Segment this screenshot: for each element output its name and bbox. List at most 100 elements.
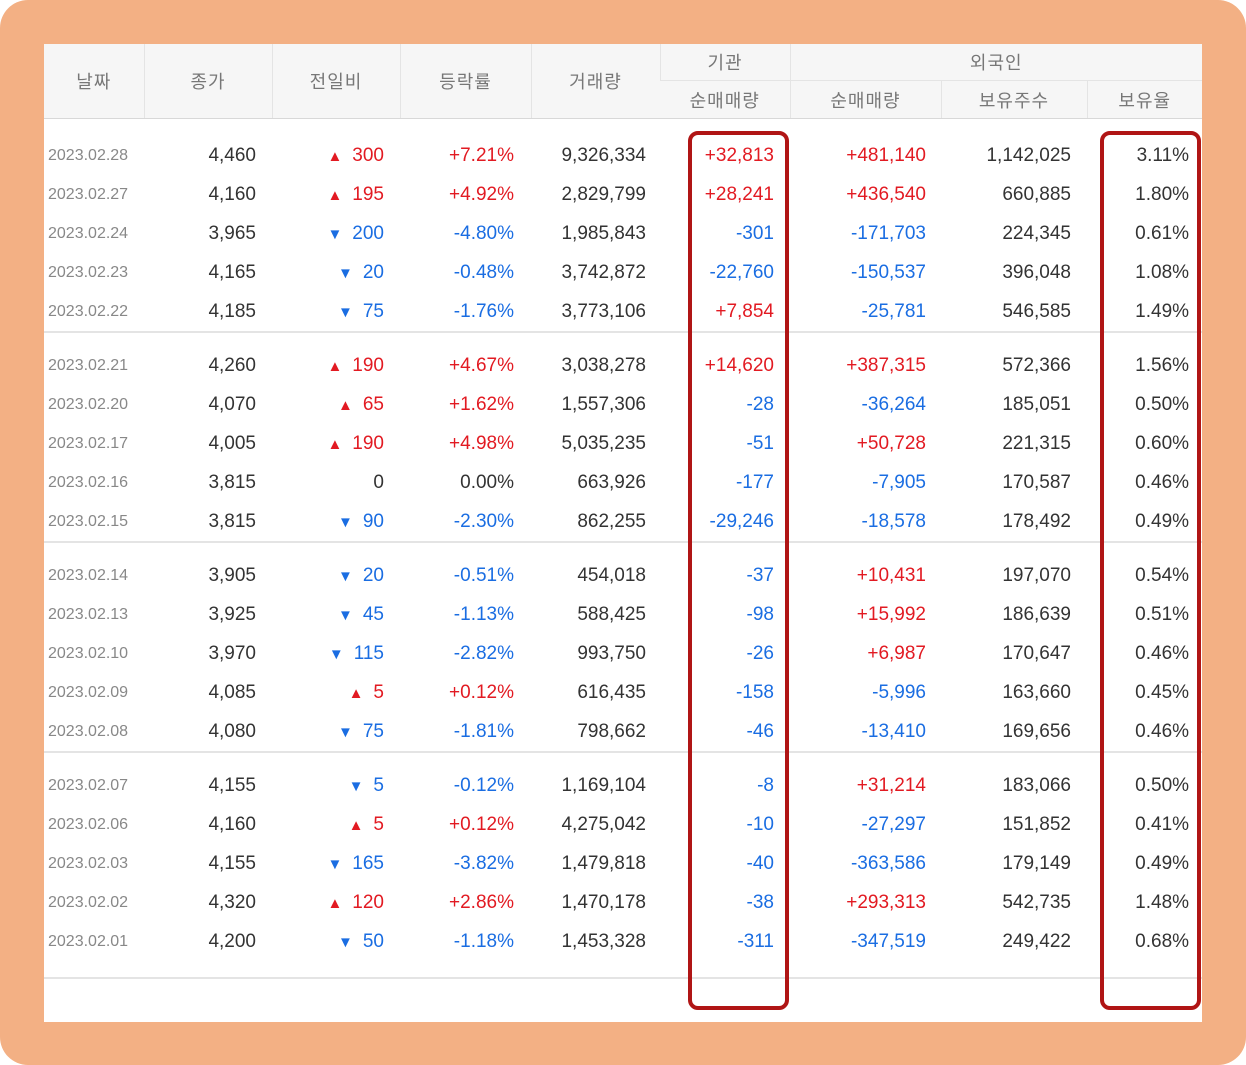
cell-rate: +4.92% (449, 183, 514, 205)
cell-rate: -4.80% (453, 222, 514, 244)
up-triangle-icon: ▲ (327, 186, 343, 204)
cell-foreign-ratio: 0.51% (1135, 603, 1190, 625)
cell-close: 3,965 (208, 222, 256, 244)
cell-diff: ▼ 50 (272, 922, 400, 961)
cell-close: 4,260 (208, 354, 256, 376)
cell-volume: 1,470,178 (561, 891, 646, 913)
header-foreign-hold[interactable]: 보유주수 (940, 80, 1087, 119)
cell-foreign-net: -150,537 (850, 261, 926, 283)
table-row: 2023.02.21 4,260 ▲ 190 +4.67% 3,038,278 +14,62… (44, 346, 1202, 385)
cell-close: 3,815 (208, 510, 256, 532)
cell-foreign-net: -363,586 (850, 852, 926, 874)
down-triangle-icon: ▼ (328, 645, 344, 663)
cell-foreign-hold: 572,366 (1002, 354, 1071, 376)
cell-date: 2023.02.21 (48, 356, 129, 374)
cell-volume: 588,425 (577, 603, 646, 625)
cell-foreign-hold: 186,639 (1002, 603, 1071, 625)
cell-foreign-net: -5,996 (872, 681, 926, 703)
cell-close: 3,905 (208, 564, 256, 586)
header-foreign-net[interactable]: 순매매량 (789, 80, 941, 119)
cell-date: 2023.02.16 (48, 473, 129, 491)
cell-inst-net: -98 (746, 603, 774, 625)
cell-close: 4,160 (208, 813, 256, 835)
cell-volume: 1,169,104 (561, 774, 646, 796)
header-diff[interactable]: 전일비 (271, 44, 400, 119)
diff-value: 165 (352, 852, 384, 874)
cell-foreign-net: +293,313 (846, 891, 926, 913)
down-triangle-icon: ▼ (338, 933, 353, 951)
header-date[interactable]: 날짜 (44, 44, 144, 119)
diff-value: 195 (352, 183, 384, 205)
cell-foreign-net: +6,987 (867, 642, 926, 664)
cell-foreign-ratio: 0.41% (1135, 813, 1190, 835)
cell-diff: ▲ 5 (272, 805, 400, 844)
cell-rate: -1.18% (453, 930, 514, 952)
cell-foreign-hold: 183,066 (1002, 774, 1071, 796)
cell-foreign-hold: 224,345 (1002, 222, 1071, 244)
cell-diff: ▼ 115 (272, 634, 400, 673)
cell-foreign-ratio: 1.80% (1135, 183, 1190, 205)
down-triangle-icon: ▼ (338, 513, 353, 531)
cell-foreign-ratio: 0.49% (1135, 510, 1190, 532)
cell-inst-net: -28 (746, 393, 774, 415)
cell-close: 4,005 (208, 432, 256, 454)
up-triangle-icon: ▲ (327, 435, 343, 453)
cell-rate: +1.62% (449, 393, 514, 415)
table-row: 2023.02.23 4,165 ▼ 20 -0.48% 3,742,872 -22,760… (44, 253, 1202, 292)
cell-volume: 454,018 (577, 564, 646, 586)
cell-rate: +2.86% (449, 891, 514, 913)
cell-foreign-hold: 542,735 (1002, 891, 1071, 913)
diff-value: 90 (362, 510, 384, 532)
cell-rate: +4.98% (449, 432, 514, 454)
cell-foreign-ratio: 0.46% (1135, 642, 1190, 664)
header-foreign-ratio[interactable]: 보유율 (1086, 80, 1202, 119)
table-row: 2023.02.01 4,200 ▼ 50 -1.18% 1,453,328 -311 -34… (44, 922, 1202, 961)
cell-close: 4,160 (208, 183, 256, 205)
cell-foreign-ratio: 0.46% (1135, 471, 1190, 493)
table-row: 2023.02.06 4,160 ▲ 5 +0.12% 4,275,042 -10 -27,2… (44, 805, 1202, 844)
cell-inst-net: -38 (746, 891, 774, 913)
cell-rate: -2.82% (453, 642, 514, 664)
cell-diff: ▼ 165 (272, 844, 400, 883)
down-triangle-icon: ▼ (338, 606, 353, 624)
cell-diff: ▲ 300 (272, 136, 400, 175)
header-foreign: 외국인 (789, 44, 1202, 81)
cell-foreign-ratio: 0.50% (1135, 393, 1190, 415)
cell-close: 4,165 (208, 261, 256, 283)
up-triangle-icon: ▲ (348, 684, 364, 702)
cell-foreign-ratio: 1.08% (1135, 261, 1190, 283)
header-close[interactable]: 종가 (143, 44, 272, 119)
cell-foreign-net: -7,905 (872, 471, 926, 493)
header-volume[interactable]: 거래량 (530, 44, 660, 119)
cell-close: 4,460 (208, 144, 256, 166)
cell-rate: +4.67% (449, 354, 514, 376)
cell-foreign-net: -25,781 (861, 300, 926, 322)
diff-value: 115 (353, 642, 384, 664)
down-triangle-icon: ▼ (338, 723, 353, 741)
cell-rate: -1.13% (453, 603, 514, 625)
cell-inst-net: -301 (735, 222, 774, 244)
up-triangle-icon: ▲ (327, 894, 343, 912)
header-rate[interactable]: 등락률 (399, 44, 531, 119)
up-triangle-icon: ▲ (348, 816, 364, 834)
cell-date: 2023.02.09 (48, 683, 129, 701)
cell-volume: 1,985,843 (561, 222, 646, 244)
cell-volume: 5,035,235 (561, 432, 646, 454)
cell-inst-net: -311 (737, 930, 774, 952)
cell-foreign-ratio: 1.56% (1135, 354, 1190, 376)
cell-volume: 1,557,306 (561, 393, 646, 415)
diff-value: 300 (352, 144, 384, 166)
cell-rate: +7.21% (449, 144, 514, 166)
cell-inst-net: -40 (746, 852, 774, 874)
cell-foreign-net: +481,140 (846, 144, 926, 166)
cell-rate: -0.12% (453, 774, 514, 796)
diff-value: 200 (352, 222, 384, 244)
cell-date: 2023.02.17 (48, 434, 129, 452)
group-divider (44, 331, 1202, 346)
cell-foreign-hold: 178,492 (1002, 510, 1071, 532)
diff-value: 120 (352, 891, 384, 913)
cell-volume: 4,275,042 (561, 813, 646, 835)
cell-volume: 1,453,328 (561, 930, 646, 952)
table-row: 2023.02.08 4,080 ▼ 75 -1.81% 798,662 -46 -13,41… (44, 712, 1202, 752)
header-inst-net[interactable]: 순매매량 (660, 80, 790, 119)
